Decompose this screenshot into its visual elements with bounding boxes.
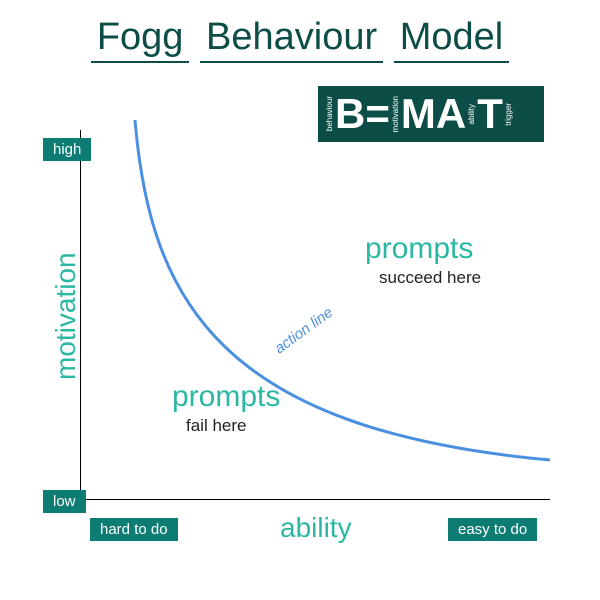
formula-label: trigger bbox=[504, 103, 513, 126]
prompts-fail-region: prompts fail here bbox=[172, 380, 280, 436]
formula-letter: B bbox=[335, 93, 365, 135]
y-axis-label: motivation bbox=[50, 252, 82, 380]
title-word: Model bbox=[394, 16, 510, 63]
formula-letter: A bbox=[436, 93, 466, 135]
formula-letter: T bbox=[477, 93, 503, 135]
formula-label: motivation bbox=[391, 96, 400, 132]
formula-letter: M bbox=[401, 93, 436, 135]
formula-label: ability bbox=[467, 104, 476, 124]
region-heading: prompts bbox=[172, 380, 280, 414]
badge-hard: hard to do bbox=[90, 518, 178, 541]
badge-easy: easy to do bbox=[448, 518, 537, 541]
region-sub: fail here bbox=[186, 416, 280, 436]
title-word: Fogg bbox=[91, 16, 190, 63]
region-sub: succeed here bbox=[379, 268, 481, 288]
region-heading: prompts bbox=[365, 232, 481, 266]
prompts-succeed-region: prompts succeed here bbox=[365, 232, 481, 288]
formula-letter: = bbox=[365, 93, 390, 135]
badge-low: low bbox=[43, 490, 86, 513]
diagram-title: Fogg Behaviour Model bbox=[0, 16, 600, 63]
badge-high: high bbox=[43, 138, 91, 161]
formula-label: behaviour bbox=[325, 96, 334, 131]
title-word: Behaviour bbox=[200, 16, 383, 63]
chart-area: action line prompts succeed here prompts… bbox=[80, 130, 550, 500]
x-axis-label: ability bbox=[280, 512, 352, 544]
fogg-model-diagram: Fogg Behaviour Model behaviourB=motivati… bbox=[0, 0, 600, 600]
